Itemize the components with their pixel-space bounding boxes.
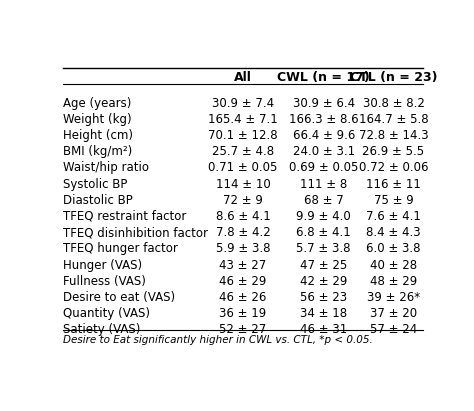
Text: 42 ± 29: 42 ± 29 [300,275,347,288]
Text: 68 ± 7: 68 ± 7 [304,194,344,207]
Text: 46 ± 29: 46 ± 29 [219,275,266,288]
Text: 39 ± 26*: 39 ± 26* [367,291,420,304]
Text: 46 ± 26: 46 ± 26 [219,291,266,304]
Text: 47 ± 25: 47 ± 25 [300,259,347,272]
Text: Waist/hip ratio: Waist/hip ratio [63,162,149,174]
Text: Diastolic BP: Diastolic BP [63,194,133,207]
Text: 57 ± 24: 57 ± 24 [370,323,417,336]
Text: 66.4 ± 9.6: 66.4 ± 9.6 [292,129,355,142]
Text: Desire to eat (VAS): Desire to eat (VAS) [63,291,175,304]
Text: Desire to Eat significantly higher in CWL vs. CTL, *p < 0.05.: Desire to Eat significantly higher in CW… [63,335,373,346]
Text: 72 ± 9: 72 ± 9 [223,194,263,207]
Text: Quantity (VAS): Quantity (VAS) [63,307,150,320]
Text: 26.9 ± 5.5: 26.9 ± 5.5 [363,145,425,158]
Text: 24.0 ± 3.1: 24.0 ± 3.1 [292,145,355,158]
Text: 72.8 ± 14.3: 72.8 ± 14.3 [359,129,428,142]
Text: 0.72 ± 0.06: 0.72 ± 0.06 [359,162,428,174]
Text: 70.1 ± 12.8: 70.1 ± 12.8 [208,129,278,142]
Text: 36 ± 19: 36 ± 19 [219,307,266,320]
Text: 40 ± 28: 40 ± 28 [370,259,417,272]
Text: 25.7 ± 4.8: 25.7 ± 4.8 [212,145,274,158]
Text: 8.6 ± 4.1: 8.6 ± 4.1 [216,210,270,223]
Text: Systolic BP: Systolic BP [63,178,128,191]
Text: 165.4 ± 7.1: 165.4 ± 7.1 [208,113,278,126]
Text: 48 ± 29: 48 ± 29 [370,275,417,288]
Text: 7.6 ± 4.1: 7.6 ± 4.1 [366,210,421,223]
Text: 0.71 ± 0.05: 0.71 ± 0.05 [208,162,278,174]
Text: 114 ± 10: 114 ± 10 [216,178,270,191]
Text: Age (years): Age (years) [63,97,131,110]
Text: 52 ± 27: 52 ± 27 [219,323,266,336]
Text: 30.9 ± 7.4: 30.9 ± 7.4 [212,97,274,110]
Text: 6.8 ± 4.1: 6.8 ± 4.1 [296,226,351,239]
Text: 7.8 ± 4.2: 7.8 ± 4.2 [216,226,270,239]
Text: 9.9 ± 4.0: 9.9 ± 4.0 [296,210,351,223]
Text: CWL (n = 17): CWL (n = 17) [277,71,370,84]
Text: Satiety (VAS): Satiety (VAS) [63,323,140,336]
Text: 56 ± 23: 56 ± 23 [300,291,347,304]
Text: 111 ± 8: 111 ± 8 [300,178,347,191]
Text: TFEQ hunger factor: TFEQ hunger factor [63,242,178,255]
Text: CTL (n = 23): CTL (n = 23) [350,71,438,84]
Text: 30.8 ± 8.2: 30.8 ± 8.2 [363,97,425,110]
Text: BMI (kg/m²): BMI (kg/m²) [63,145,132,158]
Text: 164.7 ± 5.8: 164.7 ± 5.8 [359,113,428,126]
Text: TFEQ disinhibition factor: TFEQ disinhibition factor [63,226,208,239]
Text: 37 ± 20: 37 ± 20 [370,307,417,320]
Text: Weight (kg): Weight (kg) [63,113,132,126]
Text: 43 ± 27: 43 ± 27 [219,259,266,272]
Text: 0.69 ± 0.05: 0.69 ± 0.05 [289,162,358,174]
Text: 116 ± 11: 116 ± 11 [366,178,421,191]
Text: 166.3 ± 8.6: 166.3 ± 8.6 [289,113,358,126]
Text: 5.9 ± 3.8: 5.9 ± 3.8 [216,242,270,255]
Text: 34 ± 18: 34 ± 18 [300,307,347,320]
Text: 30.9 ± 6.4: 30.9 ± 6.4 [292,97,355,110]
Text: 5.7 ± 3.8: 5.7 ± 3.8 [297,242,351,255]
Text: All: All [234,71,252,84]
Text: 8.4 ± 4.3: 8.4 ± 4.3 [366,226,421,239]
Text: 46 ± 31: 46 ± 31 [300,323,347,336]
Text: TFEQ restraint factor: TFEQ restraint factor [63,210,186,223]
Text: 6.0 ± 3.8: 6.0 ± 3.8 [366,242,421,255]
Text: Hunger (VAS): Hunger (VAS) [63,259,142,272]
Text: Fullness (VAS): Fullness (VAS) [63,275,146,288]
Text: Height (cm): Height (cm) [63,129,133,142]
Text: 75 ± 9: 75 ± 9 [374,194,413,207]
